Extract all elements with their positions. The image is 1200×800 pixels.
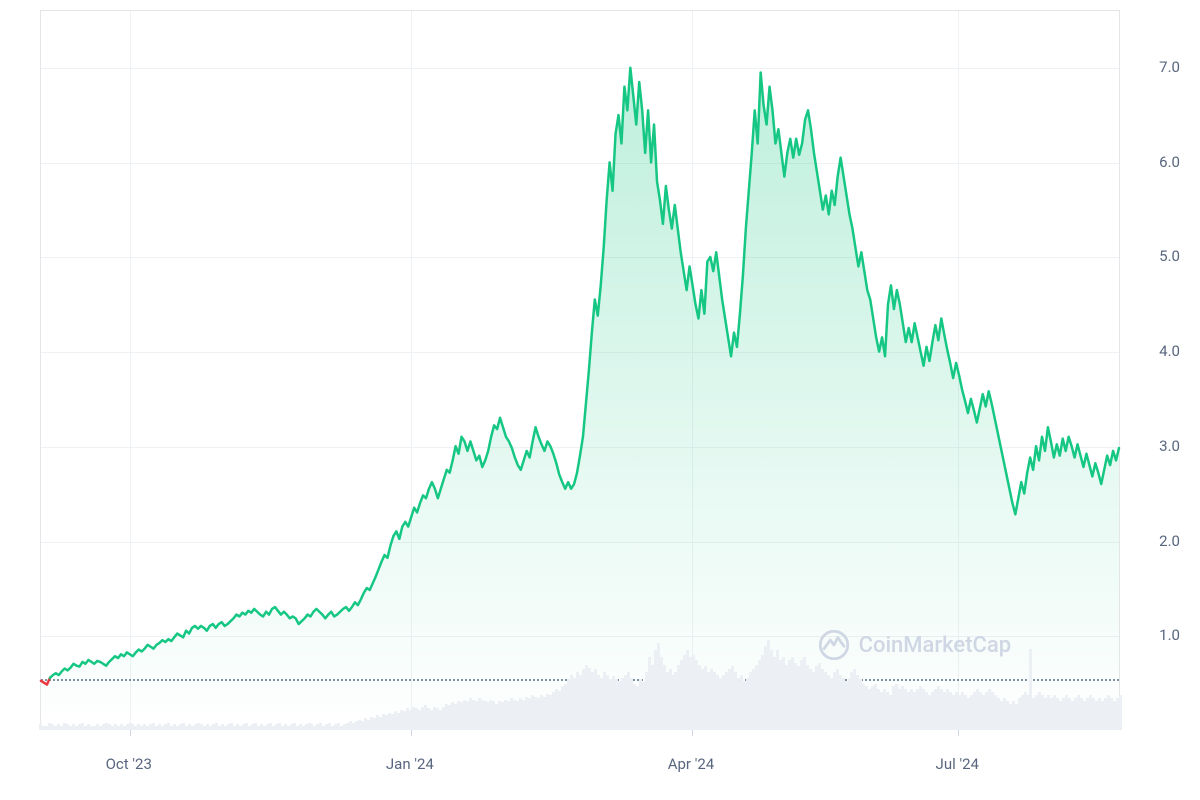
y-axis-label: 1.0	[1159, 626, 1180, 644]
x-axis-label: Jul '24	[936, 755, 979, 773]
volume-bar	[1119, 695, 1122, 730]
volume-bars	[40, 640, 1120, 730]
x-axis-tick	[692, 730, 693, 736]
y-axis-label: 3.0	[1159, 437, 1180, 455]
x-axis-label: Jan '24	[386, 755, 434, 773]
y-axis-label: 6.0	[1159, 153, 1180, 171]
x-axis-tick	[130, 730, 131, 736]
x-axis-tick	[411, 730, 412, 736]
plot-area: CoinMarketCap	[40, 10, 1120, 730]
y-axis-label: 4.0	[1159, 342, 1180, 360]
x-axis-tick	[958, 730, 959, 736]
y-axis-label: 7.0	[1159, 58, 1180, 76]
price-chart[interactable]: CoinMarketCap 1.0 2.0 3.0 4.0 5.0 6.0 7.0 Oct …	[0, 0, 1200, 800]
x-axis-label: Oct '23	[106, 755, 152, 773]
y-axis-label: 2.0	[1159, 532, 1180, 550]
x-axis: Oct '23 Jan '24 Apr '24 Jul '24	[40, 740, 1120, 770]
price-line-svg	[41, 11, 1119, 730]
x-axis-label: Apr '24	[668, 755, 715, 773]
y-axis-label: 5.0	[1159, 247, 1180, 265]
